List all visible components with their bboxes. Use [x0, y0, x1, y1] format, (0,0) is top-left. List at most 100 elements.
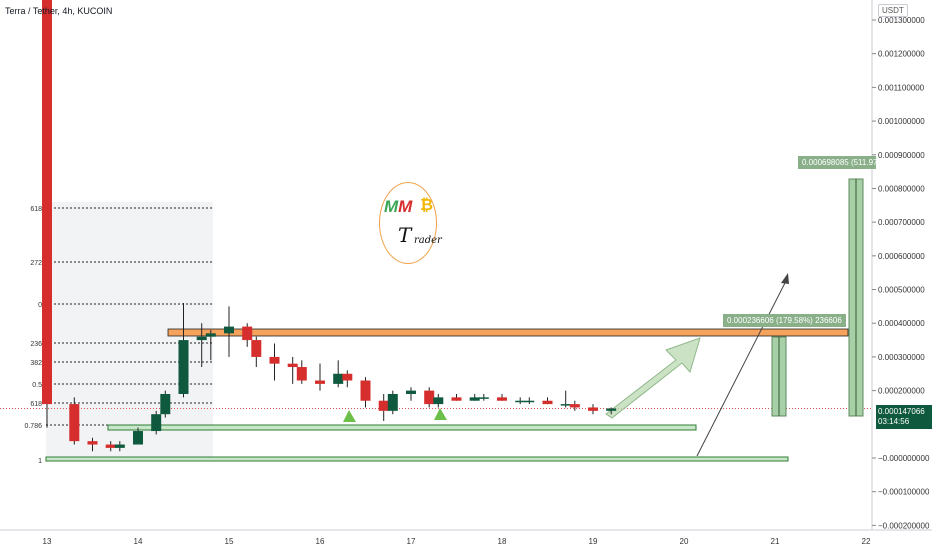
- candle-body: [497, 397, 507, 401]
- logo-t: T: [398, 223, 412, 247]
- candle-body: [151, 414, 162, 432]
- candle-body: [478, 397, 489, 399]
- candle-body: [433, 397, 444, 405]
- candle: [406, 387, 416, 401]
- time-tick-label: 17: [407, 537, 416, 546]
- fib-level-label: 272: [30, 260, 42, 267]
- price-tick-label: −0.000200000: [878, 521, 930, 530]
- price-tick-label: 0.001300000: [878, 16, 925, 25]
- fib-level-label: 0.5: [32, 382, 42, 389]
- candle-body: [87, 441, 98, 445]
- fib-level-label: 618: [30, 401, 42, 408]
- fib-level-label: 236: [30, 341, 42, 348]
- candle: [269, 343, 280, 381]
- measure-label-big: 0.000698085 (511.97%) 698085: [798, 156, 876, 169]
- candle: [560, 390, 571, 408]
- candle-body: [42, 0, 52, 405]
- fib-level-label: 0.786: [24, 423, 42, 430]
- candle: [42, 0, 52, 428]
- candle-body: [360, 380, 371, 401]
- candle-body: [588, 407, 598, 411]
- candle-body: [542, 400, 553, 405]
- candle: [478, 393, 489, 401]
- resistance-zone: [167, 328, 849, 337]
- candle-body: [251, 340, 262, 357]
- current-price-value: 0.000147066: [878, 407, 925, 416]
- candle: [497, 393, 507, 401]
- candle-body: [387, 393, 398, 411]
- candle: [178, 303, 189, 398]
- candle-body: [424, 390, 435, 405]
- candle: [296, 360, 307, 384]
- time-tick-label: 14: [134, 537, 143, 546]
- currency-badge[interactable]: USDT: [878, 4, 908, 17]
- price-tick-label: 0.000200000: [878, 387, 925, 396]
- buy-signal-marker: [343, 410, 356, 422]
- candle: [524, 397, 535, 405]
- price-tick-label: 0.000600000: [878, 252, 925, 261]
- candle: [315, 363, 325, 391]
- price-tick-label: 0.000500000: [878, 286, 925, 295]
- candle-body: [69, 404, 80, 442]
- candle-body: [342, 373, 353, 381]
- candle: [133, 427, 143, 445]
- forecast-arrow: [605, 337, 701, 419]
- candle: [160, 390, 171, 418]
- candle: [196, 323, 207, 368]
- buy-signal-marker: [434, 408, 447, 420]
- logo-mm: MM: [384, 197, 413, 216]
- candle: [87, 437, 98, 452]
- candle-body: [205, 333, 216, 337]
- candle-body: [224, 326, 234, 334]
- candle-body: [451, 397, 462, 401]
- candle: [542, 397, 553, 405]
- time-tick-label: 13: [43, 537, 52, 546]
- candle: [569, 400, 580, 411]
- support-zone-lower: [45, 456, 789, 462]
- candle: [69, 397, 80, 445]
- bitcoin-icon: ₿: [420, 197, 434, 214]
- candle: [588, 404, 598, 415]
- candle: [287, 356, 298, 384]
- time-tick-label: 22: [862, 537, 871, 546]
- time-tick-label: 20: [680, 537, 689, 546]
- candle-body: [406, 390, 416, 394]
- candle-body: [333, 373, 344, 384]
- price-tick-label: 0.001200000: [878, 50, 925, 59]
- price-tick-label: −0.000000000: [878, 454, 930, 463]
- candle: [333, 360, 344, 388]
- candle-body: [378, 400, 389, 411]
- candle-body: [606, 408, 617, 411]
- candle: [451, 393, 462, 401]
- candle: [424, 387, 435, 408]
- candle: [205, 329, 216, 361]
- candle: [151, 410, 162, 435]
- candle: [105, 441, 116, 452]
- fib-level-label: 618: [30, 206, 42, 213]
- candle: [515, 397, 526, 405]
- candle: [378, 393, 389, 421]
- candle-body: [569, 404, 580, 408]
- price-tick-label: 0.000900000: [878, 151, 925, 160]
- price-tick-label: −0.000100000: [878, 488, 930, 497]
- support-zone-upper: [107, 424, 697, 431]
- time-tick-label: 16: [316, 537, 325, 546]
- candle-body: [133, 431, 143, 445]
- price-tick-label: 0.000300000: [878, 353, 925, 362]
- candle-body: [242, 326, 253, 341]
- fib-level-label: 0: [38, 302, 42, 309]
- candle-body: [287, 363, 298, 368]
- time-tick-label: 15: [225, 537, 234, 546]
- candle-body: [160, 393, 171, 415]
- candle-body: [315, 380, 325, 384]
- candle: [606, 407, 617, 415]
- candle: [224, 306, 234, 357]
- candle: [433, 393, 444, 408]
- time-tick-label: 21: [771, 537, 780, 546]
- candle-body: [515, 400, 526, 403]
- candle-body: [105, 444, 116, 448]
- candle: [251, 336, 262, 368]
- price-tick-label: 0.001000000: [878, 117, 925, 126]
- time-tick-label: 18: [498, 537, 507, 546]
